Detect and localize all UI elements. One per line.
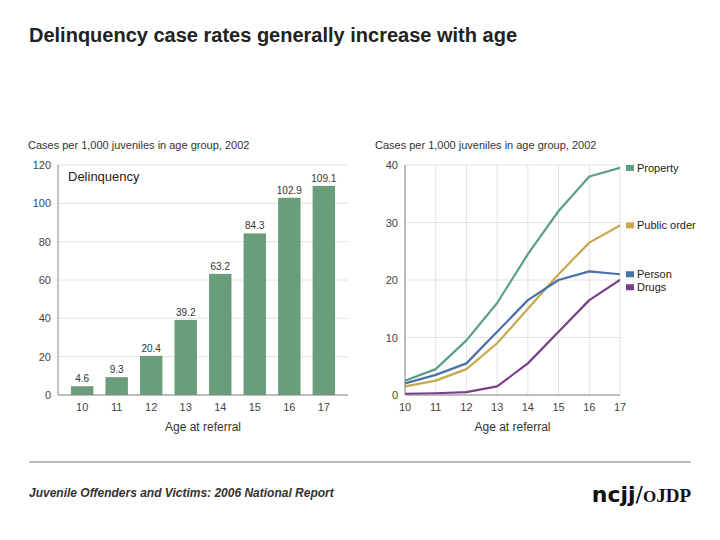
x-tick-label: 15 bbox=[552, 401, 564, 413]
grid-line-y bbox=[58, 203, 348, 204]
y-tick-label: 20 bbox=[39, 351, 51, 363]
grid-line-y bbox=[405, 395, 620, 396]
grid-line-y bbox=[405, 222, 620, 223]
grid-line-x bbox=[497, 165, 498, 395]
y-axis-line bbox=[405, 165, 406, 395]
x-tick-label: 11 bbox=[111, 401, 122, 413]
grid-line-y bbox=[58, 356, 348, 357]
y-tick-label: 0 bbox=[45, 389, 51, 401]
grid-line-x bbox=[435, 165, 436, 395]
figure: Delinquency case rates generally increas… bbox=[0, 0, 720, 540]
y-tick-label: 80 bbox=[39, 236, 51, 248]
labels: 4.6 9.3 20.4 39.2 63.2 84.3 102.9 109.1 Delinque… bbox=[68, 169, 337, 384]
grid-line-y bbox=[58, 165, 348, 166]
line-series bbox=[405, 271, 620, 383]
series-label: Property bbox=[637, 162, 679, 174]
data-label: 20.4 bbox=[141, 343, 161, 354]
x-tick-label: 10 bbox=[399, 401, 411, 413]
series-label: Public order bbox=[637, 219, 696, 231]
grid-line-x bbox=[466, 165, 467, 395]
x-axis-label: Age at referral bbox=[474, 420, 550, 434]
y-tick-label: 20 bbox=[386, 274, 398, 286]
series-label: Drugs bbox=[637, 281, 667, 293]
y-axis-line bbox=[58, 165, 59, 395]
line-series bbox=[405, 168, 620, 381]
x-tick-label: 17 bbox=[318, 401, 330, 413]
chart-line: Cases per 1,000 juveniles in age group, … bbox=[375, 139, 696, 434]
bar bbox=[71, 386, 93, 395]
x-tick-label: 13 bbox=[180, 401, 192, 413]
grid-line-y bbox=[58, 241, 348, 242]
x-tick-label: 16 bbox=[283, 401, 295, 413]
grid-line-y bbox=[58, 318, 348, 319]
y-tick-label: 40 bbox=[39, 312, 51, 324]
data-label: 84.3 bbox=[245, 220, 265, 231]
label-key bbox=[626, 284, 634, 290]
x-tick-label: 14 bbox=[214, 401, 226, 413]
x-tick-label: 12 bbox=[145, 401, 157, 413]
annotation: Delinquency bbox=[68, 169, 140, 184]
grid-line-y bbox=[405, 337, 620, 338]
y-tick-label: 120 bbox=[33, 159, 51, 171]
logo: ncjj/OJDP bbox=[592, 482, 692, 507]
y-tick-label: 100 bbox=[33, 197, 51, 209]
label-key bbox=[626, 165, 634, 171]
x-tick-label: 15 bbox=[249, 401, 261, 413]
label-key bbox=[626, 222, 634, 228]
bar bbox=[313, 186, 335, 395]
page-title: Delinquency case rates generally increas… bbox=[29, 24, 517, 46]
x-axis-label: Age at referral bbox=[165, 420, 241, 434]
x-tick-label: 16 bbox=[583, 401, 595, 413]
labels: Property Public order PersonDrugs bbox=[626, 162, 696, 293]
bar bbox=[209, 274, 231, 395]
subtitle: Cases per 1,000 juveniles in age group, … bbox=[28, 139, 249, 151]
plot-area bbox=[405, 168, 620, 394]
data-label: 63.2 bbox=[211, 261, 231, 272]
y-tick-label: 40 bbox=[386, 159, 398, 171]
grid-line-x bbox=[589, 165, 590, 395]
x-axis-line bbox=[405, 395, 620, 396]
plot-area bbox=[71, 186, 335, 395]
bar bbox=[105, 377, 127, 395]
grid-line-x bbox=[405, 165, 406, 395]
y-tick-label: 10 bbox=[386, 332, 398, 344]
x-axis-line bbox=[58, 395, 348, 396]
grid-line-y bbox=[58, 280, 348, 281]
footer: Juvenile Offenders and Victims: 2006 Nat… bbox=[29, 486, 335, 500]
line-series bbox=[405, 280, 620, 394]
bar bbox=[244, 233, 266, 395]
logo-part: ncjj bbox=[592, 482, 636, 507]
y-tick-label: 30 bbox=[386, 217, 398, 229]
bar bbox=[140, 356, 162, 395]
line-series bbox=[405, 225, 620, 386]
footer-rule bbox=[29, 461, 691, 463]
bar bbox=[175, 320, 197, 395]
data-label: 9.3 bbox=[110, 364, 124, 375]
series-label: Person bbox=[637, 268, 672, 280]
chart-bar: Cases per 1,000 juveniles in age group, … bbox=[28, 139, 348, 434]
data-label: 39.2 bbox=[176, 307, 196, 318]
data-label: 4.6 bbox=[75, 373, 89, 384]
data-label: 102.9 bbox=[277, 185, 302, 196]
bar bbox=[278, 198, 300, 395]
label-key bbox=[626, 271, 634, 277]
logo-part: JDP bbox=[656, 485, 691, 506]
y-tick-label: 0 bbox=[392, 389, 398, 401]
grid-line-y bbox=[58, 395, 348, 396]
grid-line-x bbox=[527, 165, 528, 395]
logo-part: O bbox=[643, 487, 656, 506]
x-tick-label: 11 bbox=[430, 401, 441, 413]
subtitle: Cases per 1,000 juveniles in age group, … bbox=[375, 139, 596, 151]
data-label: 109.1 bbox=[311, 173, 336, 184]
x-tick-label: 17 bbox=[614, 401, 626, 413]
y-tick-label: 60 bbox=[39, 274, 51, 286]
grid-line-y bbox=[405, 165, 620, 166]
x-tick-label: 14 bbox=[522, 401, 534, 413]
x-tick-label: 10 bbox=[76, 401, 88, 413]
x-tick-label: 13 bbox=[491, 401, 503, 413]
x-tick-label: 12 bbox=[460, 401, 472, 413]
